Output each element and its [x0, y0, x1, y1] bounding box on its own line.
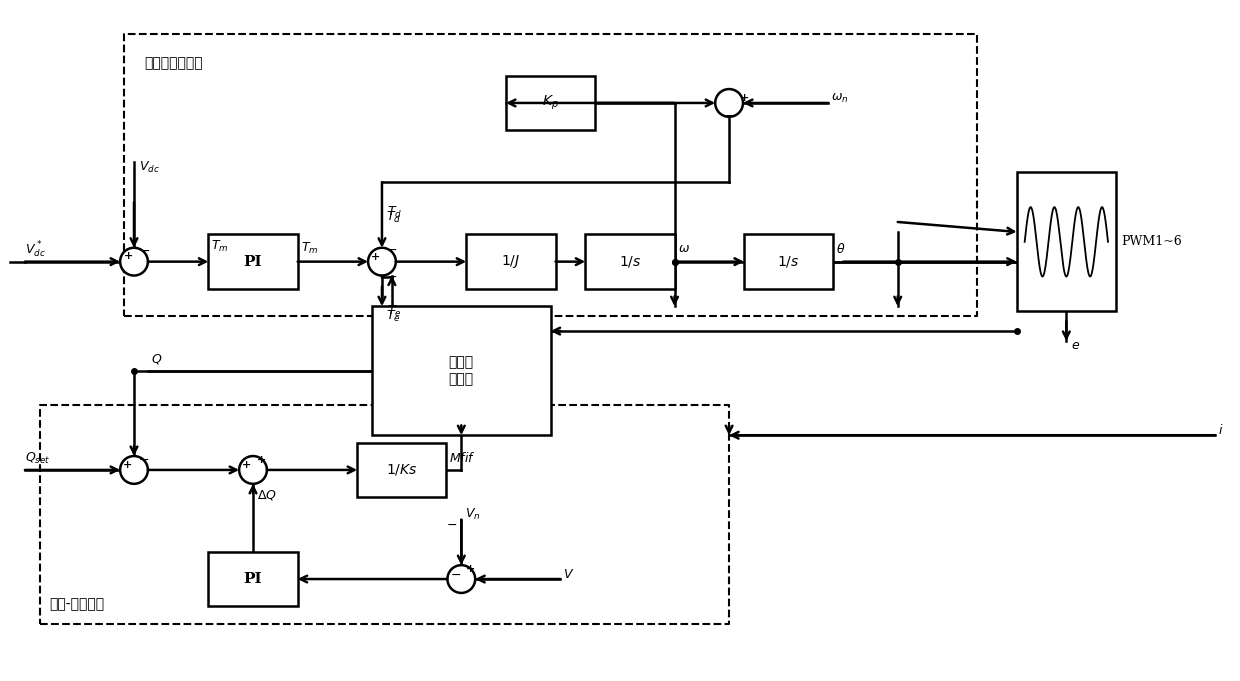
Text: $-$: $-$ — [386, 270, 397, 283]
Text: $V$: $V$ — [563, 567, 575, 581]
Text: $\theta$: $\theta$ — [836, 242, 846, 256]
Text: PI: PI — [244, 255, 263, 268]
Circle shape — [715, 89, 743, 117]
Text: $e$: $e$ — [1071, 339, 1080, 353]
Text: $T_m$: $T_m$ — [300, 241, 319, 256]
Circle shape — [120, 456, 148, 484]
Text: $T_e$: $T_e$ — [387, 304, 402, 319]
Text: $1/s$: $1/s$ — [777, 254, 800, 269]
Text: $V_{dc}^*$: $V_{dc}^*$ — [25, 240, 46, 260]
Text: +: + — [371, 251, 381, 262]
Bar — [466, 234, 556, 289]
Text: $V_{dc}$: $V_{dc}$ — [139, 160, 160, 175]
Text: +: + — [257, 454, 267, 464]
Text: $T_e$: $T_e$ — [386, 308, 401, 323]
Text: $-$: $-$ — [138, 453, 149, 466]
Text: $-$: $-$ — [386, 243, 397, 256]
Circle shape — [448, 565, 475, 593]
Text: $T_m$: $T_m$ — [211, 239, 229, 254]
Text: +: + — [466, 563, 475, 573]
Circle shape — [239, 456, 267, 484]
Text: $\omega_n$: $\omega_n$ — [831, 91, 848, 105]
Bar — [372, 306, 551, 435]
Text: $-$: $-$ — [724, 110, 735, 123]
Text: +: + — [124, 250, 134, 262]
Text: +: + — [740, 93, 749, 104]
Circle shape — [368, 248, 396, 276]
Text: $T_d$: $T_d$ — [387, 204, 402, 219]
Circle shape — [120, 248, 148, 276]
Text: PWM1~6: PWM1~6 — [1121, 236, 1182, 249]
Bar — [357, 443, 446, 497]
Text: 无功-电压模块: 无功-电压模块 — [50, 597, 105, 611]
Text: $1/Ks$: $1/Ks$ — [386, 462, 418, 477]
Text: $Q$: $Q$ — [151, 352, 162, 366]
Text: $i$: $i$ — [1218, 424, 1224, 437]
Bar — [208, 552, 298, 606]
Text: $-$: $-$ — [139, 244, 150, 257]
Text: $Mfif$: $Mfif$ — [449, 451, 476, 465]
Text: $-$: $-$ — [450, 567, 461, 581]
Text: +: + — [123, 460, 133, 471]
Text: $\omega$: $\omega$ — [677, 242, 689, 255]
Text: $V_n$: $V_n$ — [465, 507, 481, 522]
Bar — [208, 234, 298, 289]
Text: PI: PI — [244, 572, 263, 586]
Bar — [506, 76, 595, 130]
Bar — [585, 234, 675, 289]
Text: 惯性、阻尼模块: 惯性、阻尼模块 — [144, 57, 202, 70]
Text: $-$: $-$ — [446, 518, 458, 531]
Text: $K_p$: $K_p$ — [542, 94, 559, 112]
Text: $T_d$: $T_d$ — [386, 210, 402, 225]
Text: $\Delta Q$: $\Delta Q$ — [257, 488, 277, 502]
Text: $1/J$: $1/J$ — [501, 253, 521, 270]
Bar — [1017, 172, 1116, 311]
Text: $Q_{set}$: $Q_{set}$ — [25, 451, 51, 466]
Text: $1/s$: $1/s$ — [619, 254, 641, 269]
Bar — [744, 234, 833, 289]
Text: +: + — [242, 460, 252, 471]
Text: 功率计
算部分: 功率计 算部分 — [449, 355, 474, 386]
